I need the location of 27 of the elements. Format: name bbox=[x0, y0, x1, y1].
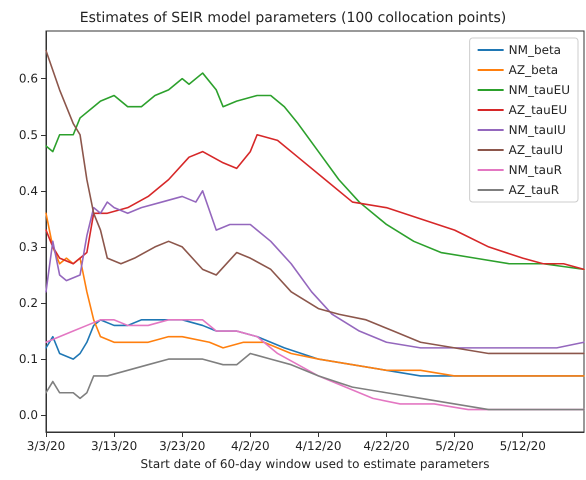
legend-label: NM_tauIU bbox=[508, 123, 566, 137]
x-tick-label: 3/23/20 bbox=[159, 439, 206, 453]
x-tick-label: 4/22/20 bbox=[363, 439, 410, 453]
y-tick-label: 0.4 bbox=[18, 184, 38, 198]
legend-label: NM_tauEU bbox=[508, 83, 570, 97]
line-series bbox=[45, 352, 585, 410]
line-series bbox=[45, 212, 585, 377]
y-tick-label: 0.5 bbox=[18, 128, 38, 142]
x-tick-label: 4/2/20 bbox=[230, 439, 270, 453]
y-tick-label: 0.6 bbox=[18, 72, 38, 86]
x-tick-label: 5/2/20 bbox=[435, 439, 474, 453]
legend-label: AZ_tauEU bbox=[508, 103, 568, 117]
legend-label: AZ_tauR bbox=[508, 183, 560, 197]
legend-label: NM_tauR bbox=[508, 163, 562, 177]
x-tick-label: 3/13/20 bbox=[90, 439, 138, 453]
x-axis-title: Start date of 60-day window used to estimate parameters bbox=[140, 457, 490, 471]
legend-label: AZ_beta bbox=[508, 63, 558, 77]
y-tick-label: 0.3 bbox=[18, 240, 38, 254]
y-tick-label: 0.0 bbox=[18, 408, 38, 422]
y-tick-label: 0.1 bbox=[18, 352, 38, 366]
x-tick-label: 3/3/20 bbox=[26, 439, 66, 453]
legend-label: NM_beta bbox=[508, 43, 562, 57]
y-tick-label: 0.2 bbox=[18, 296, 38, 310]
x-tick-label: 4/12/20 bbox=[295, 439, 342, 453]
chart-title: Estimates of SEIR model parameters (100 collocation points) bbox=[80, 10, 506, 26]
legend-label: AZ_tauIU bbox=[508, 143, 564, 157]
x-tick-label: 5/12/20 bbox=[500, 439, 546, 453]
